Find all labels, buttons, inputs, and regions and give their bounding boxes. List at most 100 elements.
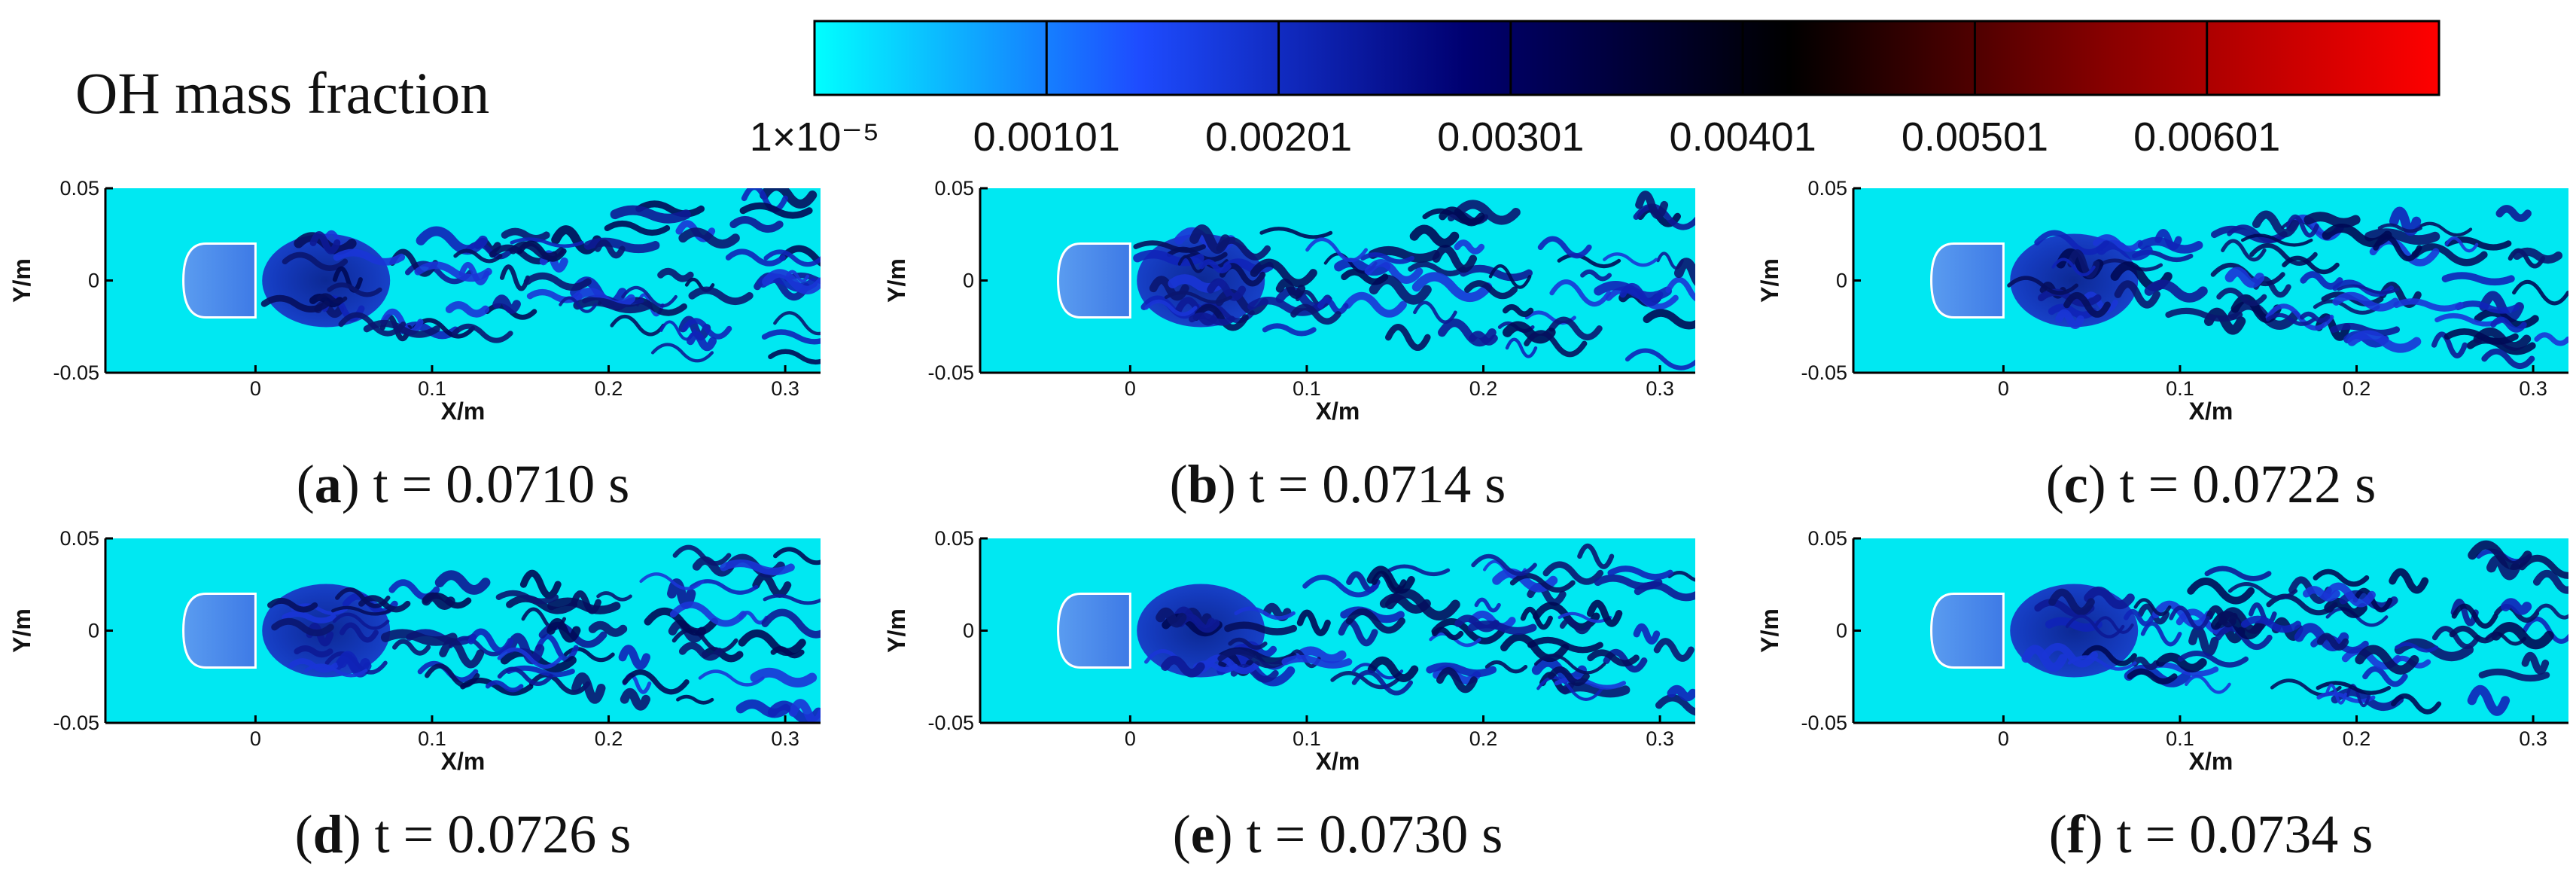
panel-caption: (f) t = 0.0734 s bbox=[2049, 804, 2374, 864]
flame-streak bbox=[678, 316, 711, 341]
panel-letter: c bbox=[2064, 454, 2088, 514]
flame-streak bbox=[1189, 312, 1235, 326]
flame-streak bbox=[339, 622, 379, 643]
colorbar-tick-label: 0.00401 bbox=[1670, 114, 1816, 160]
flame-streak bbox=[2034, 230, 2109, 255]
flame-streak bbox=[1344, 291, 1407, 318]
flame-streak bbox=[2081, 645, 2137, 666]
x-tick-label: 0.1 bbox=[1293, 727, 1321, 750]
flame-streak bbox=[2302, 586, 2340, 602]
flame-streak bbox=[1607, 565, 1673, 581]
flame-streak bbox=[2063, 292, 2111, 318]
flame-streak bbox=[725, 248, 786, 267]
flame-streak bbox=[309, 231, 341, 255]
flame-streak bbox=[686, 331, 717, 352]
flame-streak bbox=[2501, 598, 2532, 615]
flame-streak bbox=[304, 663, 368, 678]
x-tick-label: 0.2 bbox=[2343, 377, 2371, 400]
flame-streak bbox=[1379, 593, 1431, 614]
flame-streak bbox=[2188, 626, 2219, 657]
colorbar-tick-label: 0.00601 bbox=[2133, 114, 2280, 160]
flame-streak bbox=[657, 267, 694, 282]
flame-streak bbox=[681, 318, 732, 340]
flame-streak bbox=[1334, 258, 1391, 276]
flame-streak bbox=[2221, 239, 2267, 262]
flame-streak bbox=[2224, 267, 2265, 288]
flame-streak bbox=[2481, 348, 2535, 370]
flame-streak bbox=[497, 666, 553, 687]
flame-streak bbox=[282, 611, 336, 623]
flame-streak bbox=[770, 646, 805, 659]
flame-streak bbox=[1228, 637, 1268, 650]
flame-streak bbox=[1474, 597, 1501, 613]
x-tick-label: 0.1 bbox=[1293, 377, 1321, 400]
flame-streak bbox=[2051, 258, 2096, 277]
flame-streak bbox=[635, 200, 705, 218]
flame-streak bbox=[1432, 245, 1478, 273]
flame-streak bbox=[1426, 662, 1497, 678]
flame-streak bbox=[2156, 652, 2207, 673]
flame-streak bbox=[2133, 598, 2172, 617]
flame-streak bbox=[698, 669, 765, 687]
flame-streak bbox=[2285, 214, 2319, 238]
flame-streak bbox=[2330, 322, 2400, 337]
flame-streak bbox=[2391, 693, 2442, 715]
flame-streak bbox=[2325, 683, 2347, 705]
y-tick-label: -0.05 bbox=[927, 712, 974, 734]
flame-streak bbox=[678, 227, 740, 249]
flame-streak bbox=[1203, 654, 1260, 675]
flame-streak bbox=[762, 269, 821, 294]
panel-letter: e bbox=[1191, 804, 1215, 864]
flame-streak bbox=[1464, 280, 1518, 300]
panel-caption: (b) t = 0.0714 s bbox=[1170, 454, 1506, 514]
flame-streak bbox=[271, 617, 334, 636]
flame-streak bbox=[1387, 564, 1451, 577]
panel-letter: b bbox=[1188, 454, 1218, 514]
flame-streak bbox=[2131, 656, 2160, 671]
flame-streak bbox=[1413, 300, 1457, 325]
colorbar: 1×10⁻⁵ 0.00101 0.00201 0.00301 0.00401 0.0050… bbox=[750, 20, 2441, 160]
flame-streak bbox=[1302, 575, 1379, 598]
flame-streak bbox=[333, 248, 406, 266]
y-tick-label: 0 bbox=[963, 620, 974, 642]
y-tick-label: -0.05 bbox=[927, 361, 974, 384]
flame-streak bbox=[291, 603, 348, 615]
panel-letter: f bbox=[2067, 804, 2086, 864]
flame-streak bbox=[1557, 253, 1621, 269]
panel-caption: (d) t = 0.0726 s bbox=[295, 804, 632, 864]
flame-streak bbox=[1207, 278, 1247, 301]
flame-streak bbox=[2065, 614, 2125, 639]
flame-streak bbox=[1409, 224, 1460, 248]
panel-caption: (c) t = 0.0722 s bbox=[2046, 454, 2377, 514]
flame-streak bbox=[453, 248, 503, 264]
y-tick-label: 0 bbox=[963, 270, 974, 292]
flame-streak bbox=[1177, 255, 1207, 273]
flame-streak bbox=[2042, 642, 2099, 668]
flame-streak bbox=[2151, 600, 2213, 628]
flame-streak bbox=[1624, 348, 1695, 370]
flame-streak bbox=[2468, 540, 2532, 570]
x-axis-label: X/m bbox=[441, 398, 486, 425]
flame-streak bbox=[1559, 617, 1591, 635]
flame-streak bbox=[1438, 319, 1497, 347]
flame-streak bbox=[2240, 615, 2302, 633]
flame-streak bbox=[2532, 569, 2568, 594]
flame-streak bbox=[2216, 287, 2267, 306]
flame-streak bbox=[458, 261, 490, 285]
flame-streak bbox=[735, 699, 791, 718]
flame-streak bbox=[2165, 307, 2243, 322]
flame-streak bbox=[2444, 236, 2479, 253]
x-tick-label: 0 bbox=[1998, 727, 2009, 750]
flame-streak bbox=[1432, 626, 1464, 641]
flame-streak bbox=[1484, 660, 1528, 674]
flame-streak bbox=[1364, 259, 1423, 284]
flame-streak bbox=[439, 638, 485, 669]
flame-streak bbox=[2444, 328, 2519, 345]
x-tick-label: 0.2 bbox=[1469, 377, 1498, 400]
flame-streak bbox=[1296, 646, 1347, 663]
flame-streak bbox=[622, 669, 690, 695]
flame-streak bbox=[1156, 607, 1187, 628]
flame-streak bbox=[650, 343, 714, 363]
flame-streak bbox=[501, 227, 550, 242]
